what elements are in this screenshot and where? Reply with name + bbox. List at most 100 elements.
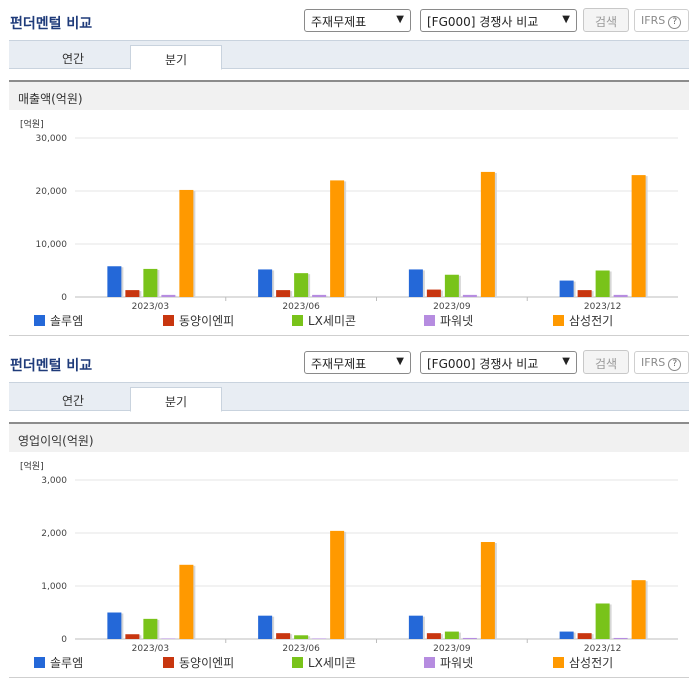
bar bbox=[312, 638, 327, 639]
x-tick-label: 2023/12 bbox=[584, 302, 621, 310]
bar bbox=[125, 634, 140, 639]
y-tick-label: 1,000 bbox=[41, 582, 67, 592]
bar bbox=[294, 635, 309, 639]
ifrs-button[interactable]: IFRS? bbox=[634, 351, 689, 374]
legend-item[interactable]: 동양이엔피 bbox=[163, 312, 234, 329]
legend-label: 파워넷 bbox=[440, 656, 474, 670]
main-statement-select[interactable]: 주재무제표 ▼ bbox=[304, 9, 411, 32]
bar bbox=[613, 294, 628, 297]
peer-compare-select[interactable]: [FG000] 경쟁사 비교 ▼ bbox=[420, 351, 577, 374]
legend-item[interactable]: 파워넷 bbox=[424, 654, 473, 671]
chart-legend: 솔루엠 동양이엔피 LX세미콘 파워넷 삼성전기 bbox=[0, 654, 696, 674]
y-tick-label: 2,000 bbox=[41, 529, 67, 539]
bar bbox=[143, 618, 158, 639]
bar bbox=[179, 189, 194, 297]
bar bbox=[161, 638, 176, 639]
x-tick-label: 2023/09 bbox=[433, 644, 471, 652]
legend-item[interactable]: 동양이엔피 bbox=[163, 654, 234, 671]
bar bbox=[408, 269, 423, 297]
bar bbox=[294, 273, 309, 297]
search-button[interactable]: 검색 bbox=[583, 350, 629, 374]
bar bbox=[107, 612, 122, 639]
legend-label: 삼성전기 bbox=[569, 314, 614, 328]
x-tick-label: 2023/06 bbox=[282, 302, 320, 310]
bar bbox=[312, 294, 327, 297]
tab-quarterly[interactable]: 분기 bbox=[130, 45, 222, 70]
fundamental-panel-operating-income: 펀더멘털 비교 주재무제표 ▼ [FG000] 경쟁사 비교 ▼ 검색 IFRS… bbox=[0, 342, 696, 684]
tab-annual[interactable]: 연간 bbox=[61, 52, 85, 66]
section-header: 매출액(억원) bbox=[9, 80, 689, 110]
bar bbox=[631, 175, 646, 297]
legend-swatch bbox=[34, 657, 45, 668]
divider bbox=[9, 335, 689, 336]
legend-swatch bbox=[424, 315, 435, 326]
bar bbox=[408, 615, 423, 639]
legend-item[interactable]: 솔루엠 bbox=[34, 654, 83, 671]
section-header: 영업이익(억원) bbox=[9, 422, 689, 452]
y-tick-label: 0 bbox=[61, 293, 67, 303]
legend-swatch bbox=[424, 657, 435, 668]
legend-swatch bbox=[553, 657, 564, 668]
legend-swatch bbox=[34, 315, 45, 326]
legend-swatch bbox=[163, 657, 174, 668]
legend-item[interactable]: 파워넷 bbox=[424, 312, 473, 329]
legend-item[interactable]: 삼성전기 bbox=[553, 654, 613, 671]
bar bbox=[559, 280, 574, 297]
fundamental-panel-revenue: 펀더멘털 비교 주재무제표 ▼ [FG000] 경쟁사 비교 ▼ 검색 IFRS… bbox=[0, 8, 696, 336]
bar bbox=[179, 564, 194, 639]
chart-legend: 솔루엠 동양이엔피 LX세미콘 파워넷 삼성전기 bbox=[0, 312, 696, 332]
divider bbox=[9, 677, 689, 678]
peer-compare-select[interactable]: [FG000] 경쟁사 비교 ▼ bbox=[420, 9, 577, 32]
bar bbox=[143, 268, 158, 297]
chevron-down-icon: ▼ bbox=[562, 14, 570, 25]
bar bbox=[258, 269, 273, 297]
x-tick-label: 2023/03 bbox=[132, 302, 169, 310]
tab-annual[interactable]: 연간 bbox=[61, 394, 85, 408]
legend-swatch bbox=[292, 657, 303, 668]
legend-item[interactable]: 솔루엠 bbox=[34, 312, 83, 329]
ifrs-label: IFRS bbox=[641, 356, 666, 369]
bar bbox=[480, 542, 495, 639]
main-statement-select[interactable]: 주재무제표 ▼ bbox=[304, 351, 411, 374]
peer-compare-select-value: [FG000] 경쟁사 비교 bbox=[427, 357, 539, 371]
chevron-down-icon: ▼ bbox=[562, 356, 570, 367]
y-tick-label: 30,000 bbox=[36, 134, 68, 144]
x-tick-label: 2023/03 bbox=[132, 644, 169, 652]
chevron-down-icon: ▼ bbox=[396, 14, 404, 25]
legend-swatch bbox=[163, 315, 174, 326]
y-tick-label: 3,000 bbox=[41, 476, 67, 486]
tab-quarterly[interactable]: 분기 bbox=[130, 387, 222, 412]
legend-swatch bbox=[292, 315, 303, 326]
bar bbox=[330, 530, 345, 639]
panel-title: 펀더멘털 비교 bbox=[10, 16, 93, 32]
legend-label: LX세미콘 bbox=[308, 314, 357, 328]
x-tick-label: 2023/09 bbox=[433, 302, 471, 310]
help-icon[interactable]: ? bbox=[668, 16, 682, 29]
panel-header: 펀더멘털 비교 주재무제표 ▼ [FG000] 경쟁사 비교 ▼ 검색 IFRS… bbox=[0, 342, 696, 382]
section-title: 영업이익(억원) bbox=[18, 434, 94, 448]
ifrs-button[interactable]: IFRS? bbox=[634, 9, 689, 32]
panel-title: 펀더멘털 비교 bbox=[10, 358, 93, 374]
bar bbox=[125, 290, 140, 297]
x-tick-label: 2023/12 bbox=[584, 644, 621, 652]
main-statement-select-value: 주재무제표 bbox=[311, 15, 367, 29]
y-tick-label: 10,000 bbox=[36, 240, 68, 250]
x-tick-label: 2023/06 bbox=[282, 644, 320, 652]
bar bbox=[480, 171, 495, 297]
period-tabs: 연간 분기 bbox=[9, 382, 689, 412]
main-statement-select-value: 주재무제표 bbox=[311, 357, 367, 371]
legend-label: 파워넷 bbox=[440, 314, 474, 328]
bar bbox=[107, 266, 122, 297]
section-title: 매출액(억원) bbox=[18, 92, 83, 106]
search-button[interactable]: 검색 bbox=[583, 8, 629, 32]
bar bbox=[595, 603, 610, 639]
legend-label: 솔루엠 bbox=[50, 656, 84, 670]
legend-item[interactable]: LX세미콘 bbox=[292, 312, 356, 329]
help-icon[interactable]: ? bbox=[668, 358, 682, 371]
bar bbox=[559, 631, 574, 639]
legend-item[interactable]: LX세미콘 bbox=[292, 654, 356, 671]
legend-label: LX세미콘 bbox=[308, 656, 357, 670]
legend-item[interactable]: 삼성전기 bbox=[553, 312, 613, 329]
bar bbox=[462, 294, 477, 297]
bar bbox=[577, 290, 592, 297]
